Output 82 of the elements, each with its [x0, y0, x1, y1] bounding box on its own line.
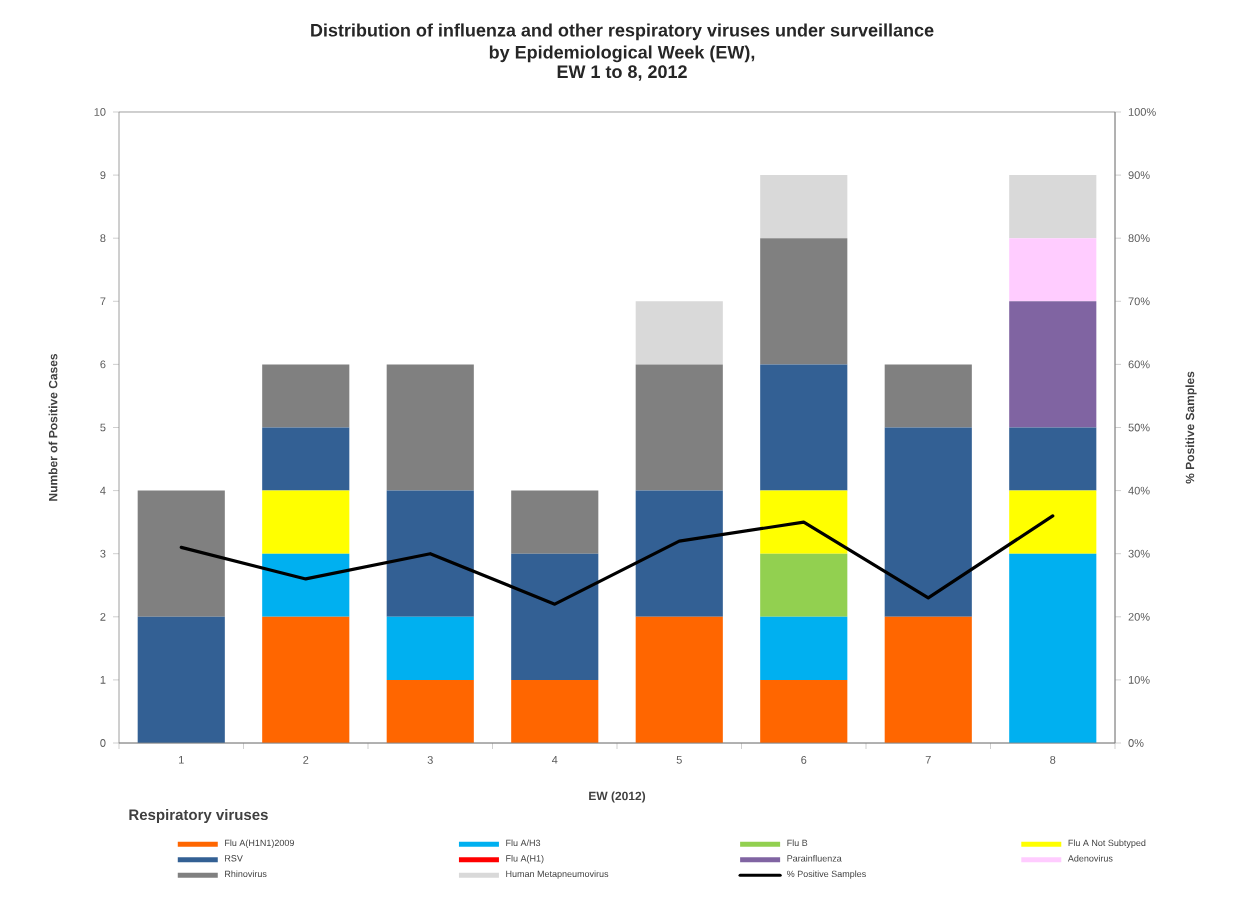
legend-label: Parainfluenza — [787, 854, 842, 862]
y2-tick-label: 90% — [1128, 171, 1150, 179]
chart-subtitle: EW 1 to 8, 2012 — [557, 65, 687, 81]
bar — [386, 679, 474, 743]
y2-tick-label: 100% — [1128, 108, 1156, 116]
y-tick-label: 5 — [100, 423, 106, 432]
y-tick-label: 9 — [100, 171, 106, 179]
bar — [386, 616, 474, 680]
bar — [262, 490, 350, 554]
bar — [511, 679, 599, 743]
bar — [386, 364, 474, 491]
y2-tick-label: 0% — [1128, 739, 1144, 747]
legend-label: Flu A/H3 — [506, 839, 541, 847]
y-tick-label: 4 — [100, 486, 106, 495]
y2-tick-label: 30% — [1128, 549, 1150, 558]
y-tick-label: 10 — [94, 108, 106, 116]
y-tick-label: 6 — [100, 360, 106, 369]
y-tick-label: 3 — [100, 549, 106, 558]
bar — [511, 553, 599, 680]
y2-tick-label: 40% — [1128, 486, 1150, 495]
bar — [760, 616, 848, 680]
legend-label: Adenovirus — [1067, 854, 1113, 862]
legend-label: Flu A(H1) — [506, 854, 544, 864]
y-tick-label: 8 — [100, 234, 106, 243]
y2-tick-label: 60% — [1128, 360, 1150, 369]
chart-title: Distribution of influenza and other respiratory viruses under surveillance by Epidemiological Week (EW), — [311, 23, 934, 63]
x-tick-label: 8 — [1050, 756, 1056, 764]
y-tick-label: 7 — [100, 297, 106, 306]
x-tick-label: 5 — [676, 756, 682, 764]
bar — [1009, 175, 1097, 239]
bar — [262, 427, 350, 491]
bar — [760, 364, 848, 491]
legend-label: RSV — [225, 855, 243, 862]
x-tick-label: 2 — [303, 756, 309, 764]
legend-title: Respiratory viruses — [129, 809, 268, 823]
y2-tick-label: 20% — [1128, 612, 1150, 621]
x-tick-label: 1 — [179, 756, 184, 764]
x-axis-title: EW (2012) — [589, 791, 646, 803]
legend-label: Flu A(H1N1)2009 — [225, 839, 294, 848]
legend-label: Flu A Not Subtyped — [1068, 839, 1146, 848]
legend-label: Human Metapneumovirus — [506, 870, 609, 879]
y-tick-label: 0 — [100, 739, 106, 747]
bar — [511, 490, 599, 554]
bar — [262, 364, 350, 428]
y2-tick-label: 50% — [1128, 423, 1150, 432]
bar — [635, 490, 723, 617]
y2-tick-label: 70% — [1128, 297, 1150, 306]
bar — [760, 679, 848, 743]
x-tick-label: 7 — [925, 756, 931, 764]
y2-tick-label: 80% — [1128, 234, 1150, 243]
bar — [760, 238, 848, 365]
bar — [760, 175, 848, 239]
x-tick-label: 4 — [551, 756, 558, 764]
bar — [1009, 427, 1097, 491]
line-series — [179, 514, 1055, 606]
bar — [386, 490, 474, 617]
x-tick-label: 6 — [801, 756, 807, 764]
y2-tick-label: 10% — [1128, 676, 1150, 684]
y-tick-label: 1 — [100, 676, 106, 684]
bar — [760, 490, 848, 554]
bar — [884, 364, 972, 428]
legend-label: % Positive Samples — [787, 870, 866, 879]
bar — [262, 553, 350, 617]
bar — [760, 553, 848, 617]
y-tick-label: 2 — [100, 612, 106, 621]
bar — [1009, 238, 1097, 302]
bar — [884, 616, 972, 743]
bar — [1009, 553, 1097, 743]
legend-label: Rhinovirus — [225, 870, 267, 878]
bar — [884, 427, 972, 617]
y2-axis-title: % Positive Samples — [1185, 371, 1197, 484]
bar — [635, 364, 723, 491]
bar — [137, 616, 225, 743]
bar — [137, 490, 225, 617]
legend-label: Flu B — [787, 839, 808, 847]
x-tick-label: 3 — [427, 756, 433, 764]
bar — [635, 616, 723, 743]
bar — [1009, 490, 1097, 554]
bar — [262, 616, 350, 743]
bar — [635, 301, 723, 365]
bar — [1009, 301, 1097, 428]
y-axis-title: Number of Positive Cases — [48, 353, 58, 501]
